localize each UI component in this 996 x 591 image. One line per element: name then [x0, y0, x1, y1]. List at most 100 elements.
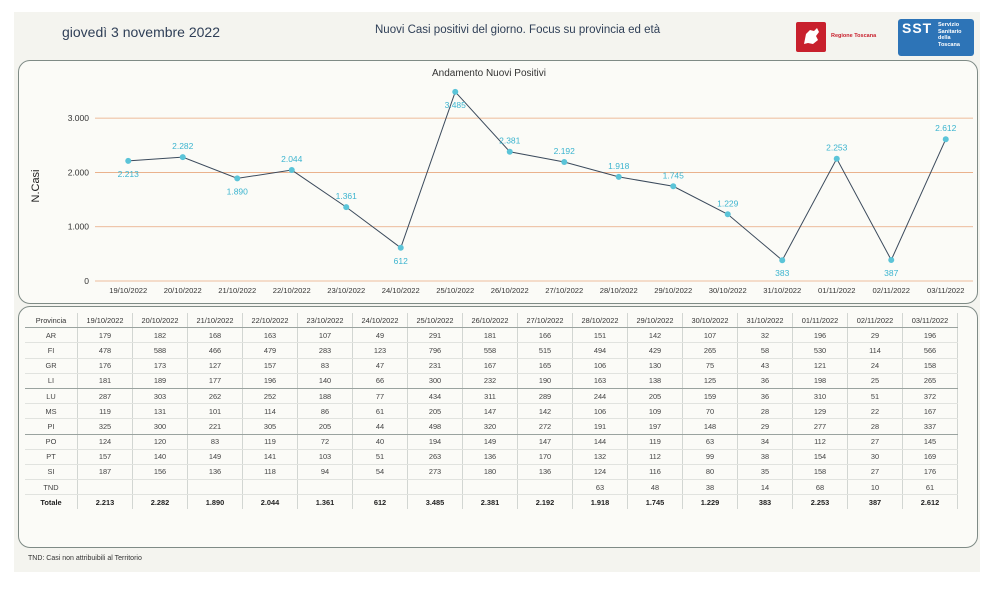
sst-logo-text: Servizio Sanitario della Toscana [938, 22, 962, 48]
table-cell: 77 [352, 388, 408, 405]
table-cell: 27 [847, 434, 903, 450]
data-point [888, 256, 895, 263]
table-cell: 179 [77, 327, 133, 344]
table-cell: 588 [132, 342, 188, 359]
province-name-cell: PO [25, 434, 78, 450]
total-cell: 383 [737, 494, 793, 510]
total-cell: 387 [847, 494, 903, 510]
table-cell [517, 479, 573, 496]
table-cell: 147 [517, 434, 573, 450]
table-cell: 141 [242, 449, 298, 465]
table-cell: 498 [407, 418, 463, 435]
y-axis-label: N.Casi [30, 169, 42, 202]
x-tick-label: 25/10/2022 [436, 286, 474, 295]
data-point [234, 175, 241, 182]
table-cell: 265 [902, 373, 958, 389]
data-point [452, 88, 459, 95]
table-cell: 125 [682, 373, 738, 389]
table-cell: 38 [682, 479, 738, 496]
table-cell: 131 [132, 403, 188, 420]
table-cell: 38 [737, 449, 793, 465]
table-cell: 325 [77, 418, 133, 435]
table-cell: 138 [627, 373, 683, 389]
data-point [670, 183, 677, 190]
total-cell: 1.745 [627, 494, 683, 510]
table-cell: 177 [187, 373, 243, 389]
table-row: FI 478 588 466 479 283 123 796 558 515 494 429 265 58… [25, 342, 958, 359]
table-cell: 29 [847, 327, 903, 344]
x-tick-label: 29/10/2022 [654, 286, 692, 295]
table-cell: 167 [902, 403, 958, 420]
table-cell: 149 [462, 434, 518, 450]
table-row: AR 179 182 168 163 107 49 291 181 166 151 142 107 32 1… [25, 327, 958, 344]
table-cell: 558 [462, 342, 518, 359]
table-header-row: Provincia 19/10/2022 20/10/2022 21/10/2022 2… [25, 313, 958, 329]
table-cell: 434 [407, 388, 463, 405]
table-cell: 300 [132, 418, 188, 435]
table-cell: 144 [572, 434, 628, 450]
table-cell: 75 [682, 358, 738, 374]
table-cell: 305 [242, 418, 298, 435]
table-cell: 163 [572, 373, 628, 389]
data-label: 612 [394, 256, 408, 266]
total-cell: 2.282 [132, 494, 188, 510]
table-total-row: Totale 2.213 2.282 1.890 2.044 1.361 612 3.485 2… [25, 494, 958, 510]
table-cell: 205 [297, 418, 353, 435]
x-tick-label: 20/10/2022 [164, 286, 202, 295]
table-cell: 273 [407, 464, 463, 481]
total-cell: 2.044 [242, 494, 298, 510]
data-label: 1.745 [663, 170, 685, 180]
table-cell: 244 [572, 388, 628, 405]
table-cell: 167 [462, 358, 518, 374]
data-point [506, 148, 513, 155]
table-header-date: 02/11/2022 [847, 313, 903, 329]
table-cell: 310 [792, 388, 848, 405]
table-cell [77, 479, 133, 496]
table-cell: 119 [627, 434, 683, 450]
table-cell: 181 [462, 327, 518, 344]
table-cell: 61 [352, 403, 408, 420]
table-cell: 265 [682, 342, 738, 359]
data-label: 383 [775, 268, 789, 278]
table-header-date: 31/10/2022 [737, 313, 793, 329]
table-cell: 287 [77, 388, 133, 405]
table-cell [187, 479, 243, 496]
data-label: 2.381 [499, 136, 521, 146]
table-cell: 132 [572, 449, 628, 465]
province-name-cell: LU [25, 388, 78, 405]
table-cell: 168 [187, 327, 243, 344]
table-cell: 190 [517, 373, 573, 389]
province-name-cell: TND [25, 479, 78, 496]
table-header-date: 21/10/2022 [187, 313, 243, 329]
table-cell: 25 [847, 373, 903, 389]
sst-logo: SST Servizio Sanitario della Toscana [898, 19, 974, 56]
table-cell: 149 [187, 449, 243, 465]
table-cell: 54 [352, 464, 408, 481]
table-header-provincia: Provincia [25, 313, 78, 329]
province-name-cell: SI [25, 464, 78, 481]
table-cell: 22 [847, 403, 903, 420]
data-label: 2.282 [172, 141, 194, 151]
x-tick-label: 26/10/2022 [491, 286, 529, 295]
table-cell: 145 [902, 434, 958, 450]
table-cell: 221 [187, 418, 243, 435]
table-cell: 43 [737, 358, 793, 374]
table-cell: 30 [847, 449, 903, 465]
table-cell: 151 [572, 327, 628, 344]
total-label-cell: Totale [25, 494, 78, 510]
x-tick-label: 22/10/2022 [273, 286, 311, 295]
total-cell: 612 [352, 494, 408, 510]
total-cell: 2.192 [517, 494, 573, 510]
table-cell: 159 [682, 388, 738, 405]
table-cell: 58 [737, 342, 793, 359]
table-cell: 170 [517, 449, 573, 465]
table-cell: 51 [352, 449, 408, 465]
table-cell: 252 [242, 388, 298, 405]
table-header-date: 28/10/2022 [572, 313, 628, 329]
table-cell: 283 [297, 342, 353, 359]
y-tick-label: 2.000 [68, 167, 90, 177]
x-tick-label: 27/10/2022 [545, 286, 583, 295]
table-cell: 112 [627, 449, 683, 465]
data-point [288, 167, 295, 174]
table-cell: 107 [682, 327, 738, 344]
